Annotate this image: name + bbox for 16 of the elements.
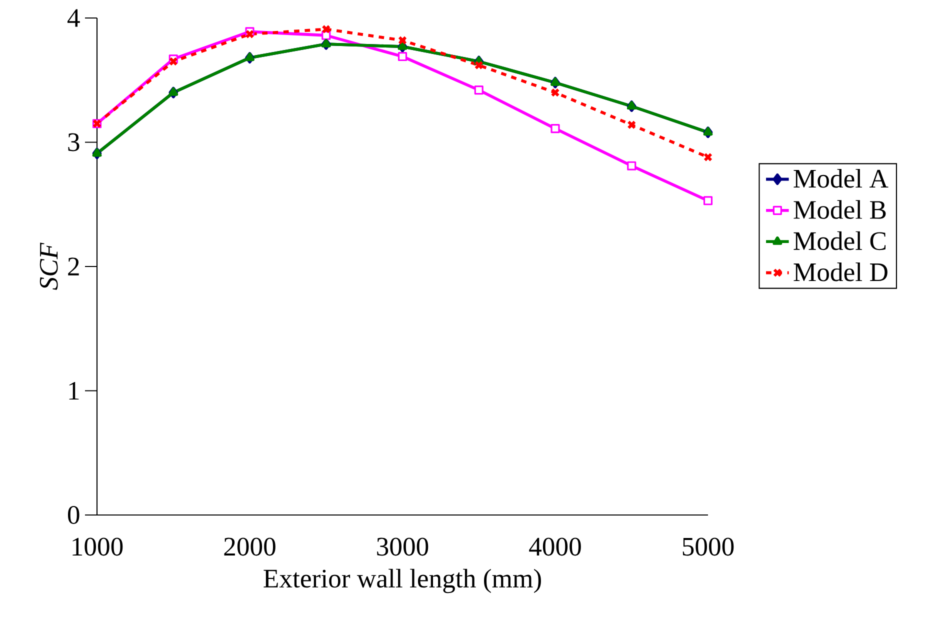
legend-label: Model A	[794, 168, 888, 188]
y-tick-label: 0	[68, 506, 80, 524]
legend-label: Model D	[794, 262, 888, 282]
x-tick-label: 3000	[377, 538, 428, 556]
legend-label: Model B	[794, 200, 886, 219]
y-tick-label: 2	[68, 258, 79, 276]
y-axis-title: SCF	[40, 242, 58, 290]
x-axis-title: Exterior wall length (mm)	[264, 568, 541, 594]
y-tick-label: 1	[69, 382, 79, 400]
legend-label: Model C	[794, 231, 886, 250]
x-tick-label: 5000	[682, 538, 734, 556]
y-tick-label: 3	[68, 133, 80, 152]
x-tick-label: 2000	[224, 538, 276, 556]
x-tick-label: 4000	[529, 538, 581, 556]
y-tick-label: 4	[67, 9, 80, 27]
x-tick-label: 1000	[72, 538, 123, 556]
